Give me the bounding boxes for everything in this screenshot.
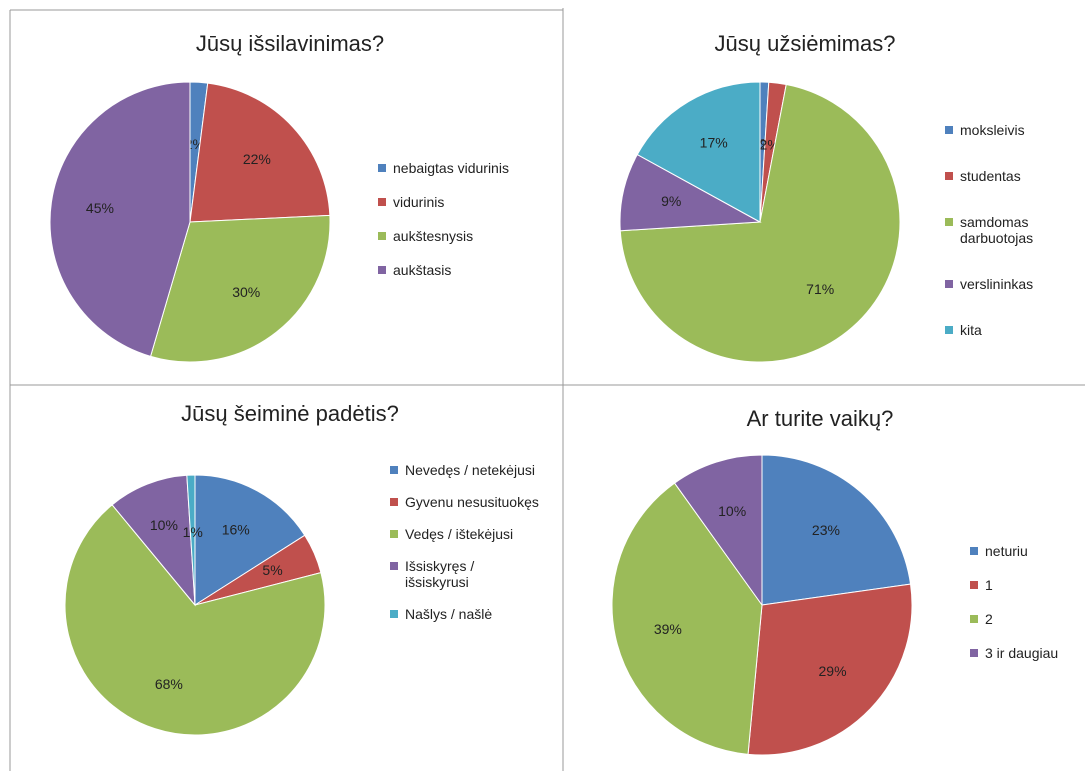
pie-slice <box>611 482 763 755</box>
legend-swatch <box>378 232 386 240</box>
legend-swatch <box>970 581 978 589</box>
legend-item: kita <box>945 322 1060 338</box>
legend-swatch <box>378 266 386 274</box>
legend-swatch <box>945 326 953 334</box>
legend-swatch <box>970 615 978 623</box>
data-label: 10% <box>150 517 178 533</box>
pie-slice <box>189 82 331 223</box>
legend-label: neturiu <box>985 543 1028 559</box>
legend-swatch <box>390 498 398 506</box>
legend-swatch <box>970 547 978 555</box>
legend-label: 1 <box>985 577 993 593</box>
legend-item: samdomas darbuotojas <box>945 214 1060 246</box>
data-label: 22% <box>243 151 271 167</box>
pie-slice <box>186 474 196 606</box>
legend-swatch <box>390 562 398 570</box>
legend-label: moksleivis <box>960 122 1025 138</box>
legend: neturiu 1 2 3 ir daugiau <box>970 543 1085 661</box>
legend-item: vidurinis <box>378 194 553 210</box>
data-label: 68% <box>155 676 183 692</box>
pie-slice <box>619 83 901 363</box>
legend-item: Vedęs / ištekėjusi <box>390 526 540 542</box>
legend-item: 3 ir daugiau <box>970 645 1085 661</box>
legend-label: nebaigtas vidurinis <box>393 160 509 176</box>
legend-label: studentas <box>960 168 1021 184</box>
legend-swatch <box>945 218 953 226</box>
pie-slice <box>49 81 191 357</box>
legend: moksleivis studentas samdomas darbuotojas v… <box>945 122 1060 338</box>
data-label: 16% <box>222 522 250 538</box>
legend-swatch <box>945 126 953 134</box>
legend-label: Nevedęs / netekėjusi <box>405 462 535 478</box>
legend-label: Išsiskyręs / išsiskyrusi <box>405 558 475 590</box>
pie-slice <box>761 454 912 606</box>
legend-swatch <box>378 164 386 172</box>
pie-slice <box>619 153 762 232</box>
legend-item: studentas <box>945 168 1060 184</box>
pie-slice <box>747 583 913 756</box>
data-label: 71% <box>806 281 834 297</box>
legend-item: Gyvenu nesusituokęs <box>390 494 540 510</box>
legend-swatch <box>970 649 978 657</box>
legend-item: aukštesnysis <box>378 228 553 244</box>
pie-slice <box>673 454 763 607</box>
legend-item: aukštasis <box>378 262 553 278</box>
legend-swatch <box>945 172 953 180</box>
legend: Nevedęs / netekėjusi Gyvenu nesusituokęs V… <box>390 462 540 622</box>
legend-item: moksleivis <box>945 122 1060 138</box>
chart-title: Jūsų išsilavinimas? <box>196 31 384 56</box>
data-label: 39% <box>654 621 682 637</box>
data-label: 10% <box>718 503 746 519</box>
data-label: 17% <box>700 134 728 150</box>
legend-item: Nevedęs / netekėjusi <box>390 462 540 478</box>
legend-label: 3 ir daugiau <box>985 645 1059 661</box>
legend-label: aukštesnysis <box>393 228 474 244</box>
legend-item: neturiu <box>970 543 1085 559</box>
legend-label: kita <box>960 322 982 338</box>
data-label: 5% <box>262 562 282 578</box>
legend-label: aukštasis <box>393 262 452 278</box>
legend-item: Išsiskyręs / išsiskyrusi <box>390 558 540 590</box>
pie-slice <box>149 214 331 363</box>
legend: nebaigtas vidurinis vidurinis aukštesnysis… <box>378 160 553 278</box>
pie-slice <box>64 504 326 736</box>
chart-title: Jūsų šeiminė padėtis? <box>181 401 399 426</box>
legend-swatch <box>390 530 398 538</box>
legend-label: verslininkas <box>960 276 1034 292</box>
chart-title: Ar turite vaikų? <box>747 406 894 431</box>
chart-title: Jūsų užsiėmimas? <box>715 31 896 56</box>
legend-item: Našlys / našlė <box>390 606 540 622</box>
legend-swatch <box>390 466 398 474</box>
legend-label: samdomas darbuotojas <box>960 214 1034 246</box>
data-label: 1% <box>183 524 203 540</box>
pie-slice <box>194 474 306 606</box>
legend-label: Vedęs / ištekėjusi <box>405 526 514 542</box>
legend-item: verslininkas <box>945 276 1060 292</box>
pie-slice <box>111 474 196 607</box>
data-label: 9% <box>661 193 681 209</box>
pie-slice <box>636 81 761 223</box>
data-label: 29% <box>819 663 847 679</box>
legend-label: vidurinis <box>393 194 445 210</box>
legend-item: nebaigtas vidurinis <box>378 160 553 176</box>
legend-label: Gyvenu nesusituokęs <box>405 494 539 510</box>
data-label: 45% <box>86 200 114 216</box>
data-label: 30% <box>232 284 260 300</box>
legend-label: Našlys / našlė <box>405 606 493 622</box>
legend-swatch <box>378 198 386 206</box>
legend-swatch <box>390 610 398 618</box>
legend-item: 2 <box>970 611 1085 627</box>
legend-item: 1 <box>970 577 1085 593</box>
data-label: 23% <box>812 522 840 538</box>
legend-label: 2 <box>985 611 993 627</box>
legend-swatch <box>945 280 953 288</box>
